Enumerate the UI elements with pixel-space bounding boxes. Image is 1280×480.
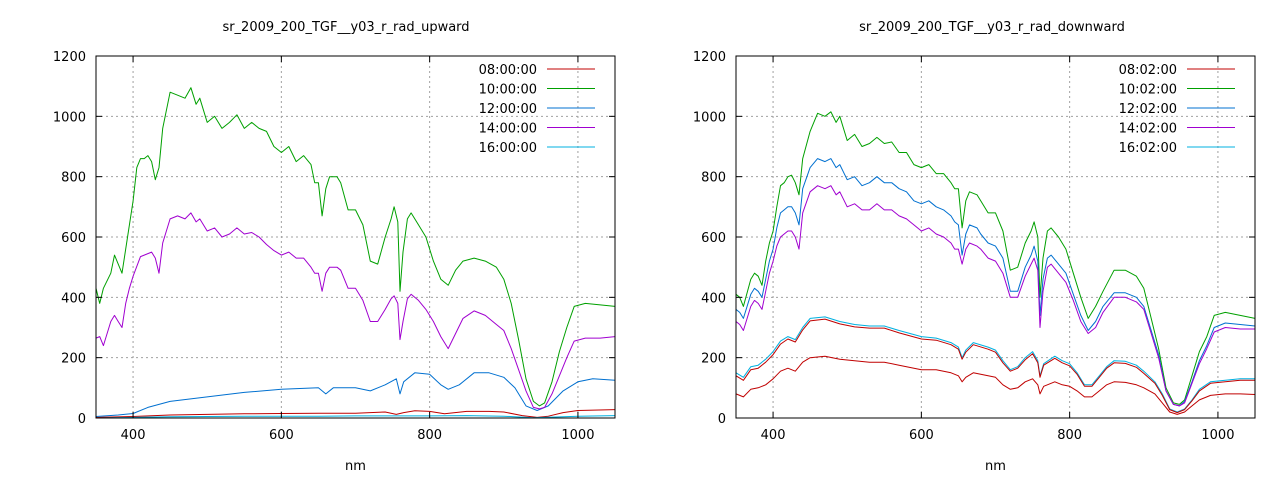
- y-tick-label: 1200: [693, 50, 726, 65]
- legend-label-4: 14:02:00: [1119, 122, 1177, 137]
- series-line-4: [95, 212, 616, 410]
- y-tick-label: 1000: [53, 110, 86, 125]
- chart-2: sr_2009_200_TGF__y03_r_rad_downward 400 60…: [693, 20, 1256, 474]
- series-line-1: [735, 355, 1256, 415]
- y-tick-label: 200: [701, 352, 726, 367]
- legend-label-2: 10:00:00: [479, 83, 537, 98]
- legend-label-1: 08:02:00: [1119, 63, 1177, 78]
- series-line-3: [95, 372, 616, 417]
- series-line-6: [735, 318, 1255, 414]
- y-tick-label: 400: [61, 291, 86, 306]
- x-tick-label: 400: [121, 428, 146, 443]
- y-tick-label: 800: [701, 171, 726, 186]
- x-tick-label: 800: [1057, 428, 1082, 443]
- legend-label-5: 16:00:00: [479, 141, 537, 156]
- legend-label-1: 08:00:00: [479, 63, 537, 78]
- x-tick-label: 600: [909, 428, 934, 443]
- y-tick-label: 600: [701, 231, 726, 246]
- y-tick-label: 1000: [693, 110, 726, 125]
- legend-label-3: 12:00:00: [479, 102, 537, 117]
- legend-label-4: 14:00:00: [479, 122, 537, 137]
- x-axis-label: nm: [985, 459, 1006, 474]
- series-line-3: [735, 158, 1256, 407]
- series-line-2: [735, 111, 1256, 405]
- chart-title: sr_2009_200_TGF__y03_r_rad_downward: [859, 20, 1125, 35]
- x-axis-label: nm: [345, 459, 366, 474]
- series-line-5: [735, 316, 1255, 413]
- y-tick-label: 400: [701, 291, 726, 306]
- x-tick-label: 400: [761, 428, 786, 443]
- series-line-2: [95, 87, 616, 407]
- x-tick-label: 600: [269, 428, 294, 443]
- y-tick-label: 800: [61, 171, 86, 186]
- chart-1: sr_2009_200_TGF__y03_r_rad_upward 400 600 8…: [53, 20, 616, 474]
- x-tick-label: 1000: [561, 428, 594, 443]
- x-tick-label: 1000: [1201, 428, 1234, 443]
- y-tick-label: 0: [718, 412, 726, 427]
- y-tick-label: 0: [78, 412, 86, 427]
- y-tick-label: 600: [61, 231, 86, 246]
- y-tick-label: 200: [61, 352, 86, 367]
- x-tick-label: 800: [417, 428, 442, 443]
- series-line-5: [95, 415, 616, 419]
- legend-label-5: 16:02:00: [1119, 141, 1177, 156]
- series-line-4: [735, 185, 1255, 407]
- chart-title: sr_2009_200_TGF__y03_r_rad_upward: [222, 20, 469, 35]
- legend-label-3: 12:02:00: [1119, 102, 1177, 117]
- y-tick-label: 1200: [53, 50, 86, 65]
- legend-label-2: 10:02:00: [1119, 83, 1177, 98]
